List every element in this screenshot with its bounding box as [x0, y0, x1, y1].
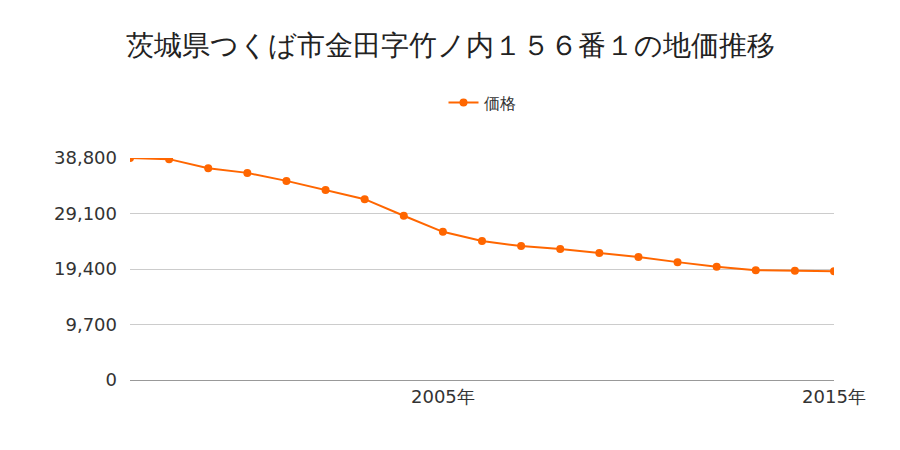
svg-text:2015年: 2015年 — [802, 386, 866, 407]
svg-text:0: 0 — [106, 369, 117, 390]
svg-text:38,800: 38,800 — [54, 147, 117, 168]
svg-text:茨城県つくば市金田字竹ノ内１５６番１の地価推移: 茨城県つくば市金田字竹ノ内１５６番１の地価推移 — [126, 29, 775, 62]
svg-text:価格: 価格 — [484, 94, 516, 113]
svg-text:2005年: 2005年 — [411, 386, 475, 407]
svg-text:19,400: 19,400 — [54, 258, 117, 279]
svg-text:29,100: 29,100 — [54, 203, 117, 224]
svg-text:9,700: 9,700 — [65, 314, 117, 335]
